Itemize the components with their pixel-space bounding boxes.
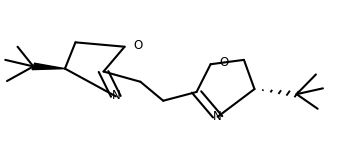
Text: O: O	[133, 39, 143, 52]
Text: N: N	[213, 110, 221, 123]
Text: N: N	[112, 89, 121, 102]
Polygon shape	[32, 63, 65, 70]
Text: O: O	[219, 56, 229, 69]
